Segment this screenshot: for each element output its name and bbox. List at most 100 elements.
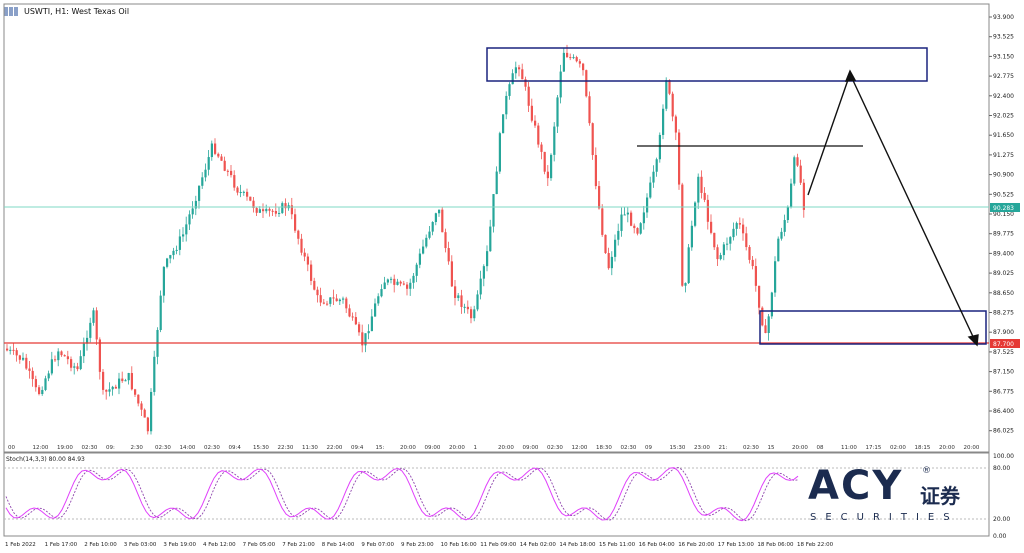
candle-body <box>406 284 409 289</box>
candle-body <box>553 126 556 155</box>
candle-body <box>767 316 770 333</box>
candle-body <box>684 283 687 286</box>
candle-body <box>114 386 117 389</box>
time-tick-label: 10 Feb 16:00 <box>441 542 478 548</box>
candle-body <box>694 202 697 226</box>
candle-body <box>799 165 802 183</box>
candle-body <box>546 171 549 179</box>
session-label: 09:00 <box>425 445 441 451</box>
chart-type-icon[interactable] <box>4 6 20 16</box>
session-label: 15:30 <box>670 445 686 451</box>
candle-body <box>732 228 735 238</box>
candle-body <box>118 378 121 389</box>
candle-body <box>761 307 764 326</box>
session-label: 17:15 <box>866 445 882 451</box>
session-label: 15:30 <box>253 445 269 451</box>
logo-reg: ® <box>922 466 931 476</box>
session-label: 22:00 <box>327 445 343 451</box>
price-tick-label: 89.775 <box>993 231 1014 238</box>
candle-body <box>729 237 732 244</box>
candle-body <box>754 266 757 286</box>
candle-body <box>550 154 553 179</box>
candle-body <box>300 238 303 253</box>
candle-body <box>591 123 594 156</box>
stoch-title: Stoch(14,3,3) 80.00 84.93 <box>6 456 85 463</box>
candle-body <box>153 356 156 392</box>
time-tick-label: 4 Feb 12:00 <box>203 542 236 548</box>
time-tick-label: 11 Feb 09:00 <box>480 542 517 548</box>
price-tick-label: 86.400 <box>993 408 1014 415</box>
candle-body <box>690 225 693 248</box>
candle-body <box>735 223 738 229</box>
candle-body <box>460 295 463 307</box>
candle-body <box>418 253 421 265</box>
candle-body <box>412 275 415 283</box>
candle-body <box>162 266 165 296</box>
candle-body <box>393 278 396 285</box>
candle-body <box>370 316 373 332</box>
candle-body <box>172 250 175 256</box>
candle-body <box>511 73 514 85</box>
price-tick-label: 87.525 <box>993 349 1014 356</box>
session-label: 20:00 <box>792 445 808 451</box>
candle-body <box>447 248 450 262</box>
candle-body <box>233 175 236 188</box>
session-label: 15: <box>376 445 385 451</box>
candle-body <box>543 151 546 172</box>
candle-body <box>130 373 133 390</box>
price-tick-label: 90.150 <box>993 211 1014 218</box>
candle-body <box>111 386 114 390</box>
candle-body <box>86 337 89 344</box>
session-label: 09:4 <box>351 445 364 451</box>
candle-body <box>182 234 185 237</box>
candle-body <box>178 236 181 250</box>
session-label: 02:30 <box>547 445 563 451</box>
candle-body <box>514 67 517 74</box>
candle-body <box>524 79 527 87</box>
session-label: 02:30 <box>82 445 98 451</box>
session-label: 19:00 <box>57 445 73 451</box>
candle-body <box>399 281 402 284</box>
time-tick-label: 15 Feb 11:00 <box>599 542 636 548</box>
candle-body <box>662 108 665 135</box>
forecast-path <box>807 69 979 347</box>
candle-body <box>700 176 703 193</box>
candle-body <box>226 170 229 172</box>
candle-body <box>204 169 207 178</box>
candle-body <box>566 52 569 58</box>
candle-body <box>607 253 610 269</box>
candle-body <box>38 387 41 395</box>
candle-body <box>137 394 140 404</box>
candle-body <box>22 357 25 360</box>
candle-body <box>780 231 783 239</box>
session-label: 21: <box>719 445 728 451</box>
support-price-tag: 87.700 <box>990 339 1020 348</box>
candle-body <box>374 303 377 317</box>
session-label: 12:00 <box>572 445 588 451</box>
candle-body <box>482 266 485 279</box>
candle-body <box>258 209 261 213</box>
candle-body <box>92 310 95 323</box>
candle-body <box>345 298 348 309</box>
candle-body <box>537 125 540 145</box>
candle-body <box>191 208 194 215</box>
candle-body <box>630 212 633 226</box>
candle-body <box>76 366 79 370</box>
candle-body <box>73 366 76 368</box>
session-label: 20:00 <box>498 445 514 451</box>
session-label: 08 <box>817 445 824 451</box>
candle-body <box>198 185 201 201</box>
candle-body <box>790 183 793 208</box>
candle-body <box>54 359 57 361</box>
session-label: 20:00 <box>400 445 416 451</box>
session-label: 23:00 <box>694 445 710 451</box>
candle-body <box>89 322 92 338</box>
candle-body <box>255 208 258 213</box>
candle-body <box>25 357 28 369</box>
candle-body <box>402 283 405 285</box>
candle-body <box>146 417 149 432</box>
candle-body <box>390 278 393 280</box>
candle-body <box>703 192 706 200</box>
candle-body <box>294 214 297 231</box>
